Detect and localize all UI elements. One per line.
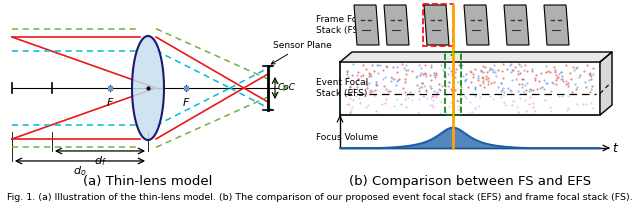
Text: t: t xyxy=(612,142,617,154)
Polygon shape xyxy=(132,36,164,140)
Text: ✓: ✓ xyxy=(449,49,457,59)
Text: Focus Volume: Focus Volume xyxy=(316,134,378,142)
Text: Fig. 1. (a) Illustration of the thin-lens model. (b) The comparison of our propo: Fig. 1. (a) Illustration of the thin-len… xyxy=(7,193,633,202)
FancyBboxPatch shape xyxy=(340,62,600,115)
Polygon shape xyxy=(384,5,409,45)
Polygon shape xyxy=(354,5,379,45)
Polygon shape xyxy=(544,5,569,45)
Text: F: F xyxy=(107,98,113,108)
Polygon shape xyxy=(464,5,489,45)
Text: ✗: ✗ xyxy=(435,0,444,2)
Polygon shape xyxy=(340,52,612,62)
Polygon shape xyxy=(504,5,529,45)
Text: $d_o$: $d_o$ xyxy=(73,164,87,178)
Text: (b) Comparison between FS and EFS: (b) Comparison between FS and EFS xyxy=(349,175,591,188)
Text: F: F xyxy=(183,98,189,108)
Polygon shape xyxy=(600,52,612,115)
Polygon shape xyxy=(424,5,449,45)
Text: Frame Focal
Stack (FS): Frame Focal Stack (FS) xyxy=(316,15,371,35)
Text: (a) Thin-lens model: (a) Thin-lens model xyxy=(83,175,212,188)
Text: Event Focal
Stack (EFS): Event Focal Stack (EFS) xyxy=(316,78,368,98)
Text: $d_f$: $d_f$ xyxy=(93,154,106,168)
Text: Sensor Plane: Sensor Plane xyxy=(271,41,332,64)
Text: CoC: CoC xyxy=(278,84,296,92)
